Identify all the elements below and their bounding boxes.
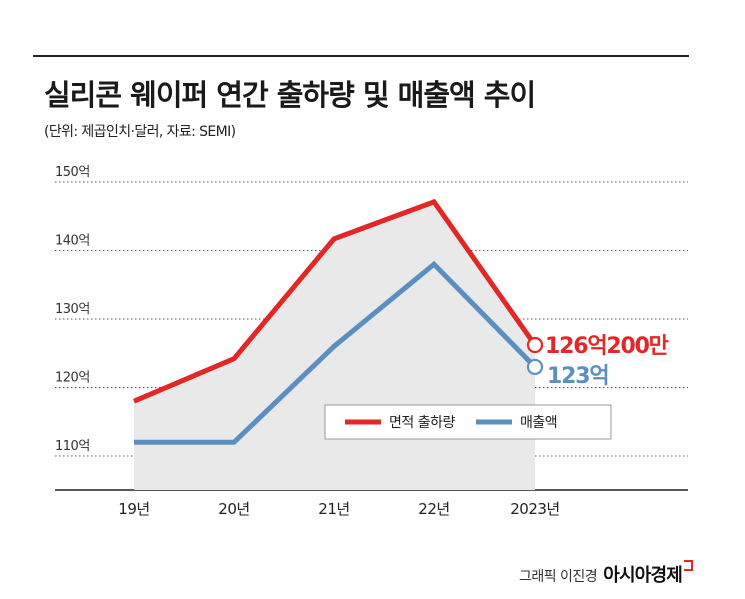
- x-tick-label: 21년: [318, 500, 349, 518]
- y-tick-label: 120억: [55, 371, 90, 386]
- line-layer: 126억200만 123억: [133, 198, 670, 445]
- series-line-0: [133, 198, 538, 404]
- series-end-marker-1: [526, 358, 544, 376]
- x-axis: 19년 20년 21년 22년 2023년: [118, 500, 560, 518]
- chart-subtitle: (단위: 제곱인치·달러, 자료: SEMI): [44, 124, 236, 140]
- series-line-1: [134, 260, 537, 445]
- x-tick-label: 20년: [218, 500, 249, 518]
- series-end-marker-0: [526, 336, 544, 354]
- brand-mark-icon: [684, 560, 693, 571]
- legend-label-1: 매출액: [520, 415, 557, 431]
- top-rule: [33, 55, 689, 57]
- y-tick-label: 130억: [55, 302, 90, 317]
- x-tick-label: 2023년: [510, 500, 559, 518]
- credit: 그래픽 이진경 아시아경제: [519, 560, 693, 587]
- legend-label-0: 면적 출하량: [389, 415, 455, 431]
- brand-logo: 아시아경제: [603, 565, 683, 586]
- series-end-label-1: 123억: [547, 364, 608, 389]
- x-tick-label: 19년: [118, 500, 149, 518]
- y-tick-label: 140억: [55, 234, 90, 249]
- y-tick-label: 150억: [55, 165, 90, 180]
- x-tick-label: 22년: [418, 500, 449, 518]
- chart-title: 실리콘 웨이퍼 연간 출하량 및 매출액 추이: [44, 78, 536, 112]
- series-end-label-0: 126억200만: [545, 334, 669, 359]
- y-tick-label: 110억: [55, 439, 90, 454]
- legend: 면적 출하량 매출액: [324, 404, 612, 440]
- credit-text: 그래픽 이진경: [518, 569, 598, 585]
